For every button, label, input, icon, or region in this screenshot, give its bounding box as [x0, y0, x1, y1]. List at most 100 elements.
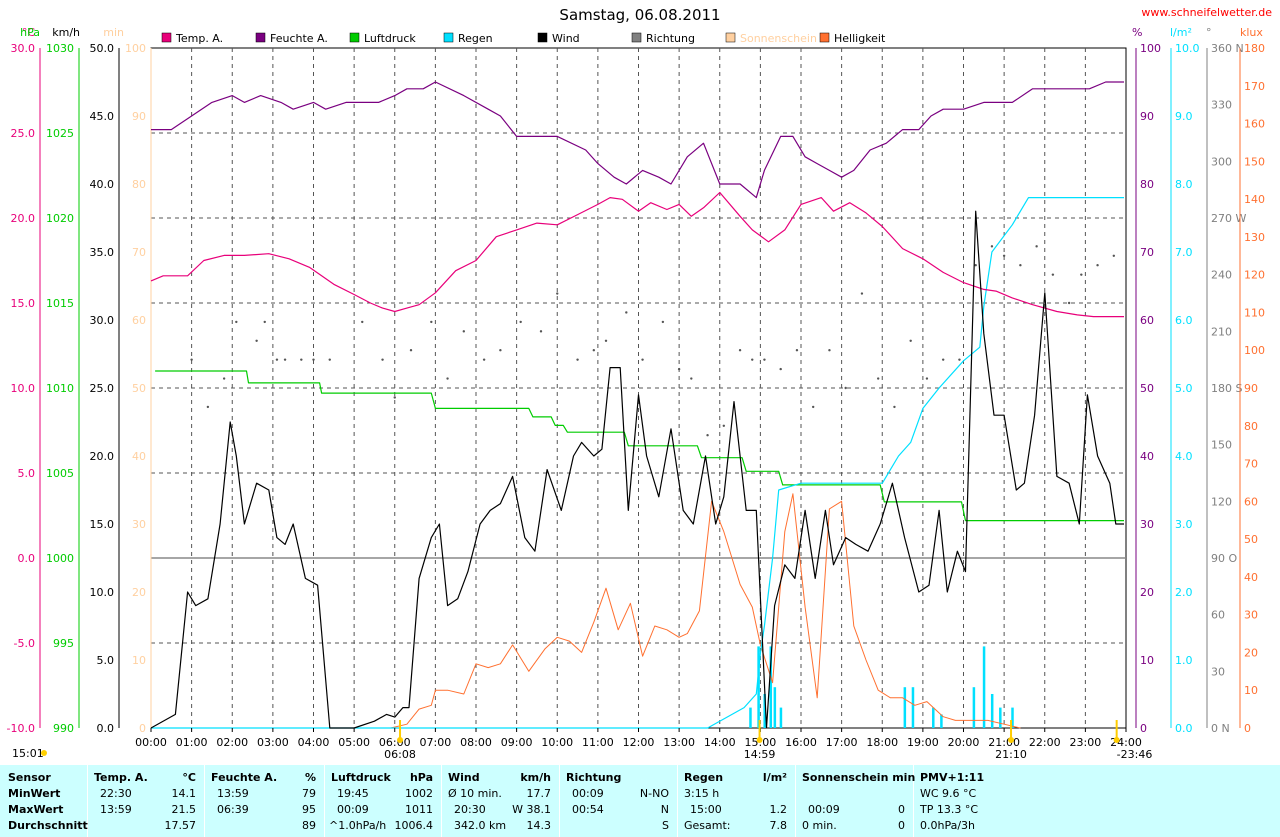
- direction-point: [1080, 273, 1083, 276]
- stats-sunshine-max-value: 0: [898, 803, 905, 816]
- wind-tick-label: 15.0: [90, 518, 115, 531]
- pressure-tick-label: 1030: [46, 42, 74, 55]
- temp-tick-label: -5.0: [14, 637, 35, 650]
- sunshine-tick-label: 80: [132, 178, 146, 191]
- temp-tick-label: 20.0: [11, 212, 36, 225]
- direction-tick-label: 330: [1211, 99, 1232, 112]
- legend-swatch: [161, 32, 172, 43]
- x-tick-label: 13:00: [663, 736, 695, 749]
- brightness-tick-label: 110: [1244, 306, 1265, 319]
- brightness-tick-label: 70: [1244, 458, 1258, 471]
- legend-swatch: [349, 32, 360, 43]
- rain-bar: [911, 687, 915, 728]
- stats-temp-max-time: 13:59: [100, 803, 132, 816]
- stats-humidity-min-value: 79: [302, 787, 316, 800]
- marker-label: 21:10: [995, 748, 1027, 761]
- stats-temp-min-time: 22:30: [100, 787, 132, 800]
- brightness-tick-label: 30: [1244, 609, 1258, 622]
- pressure-tick-label: 1005: [46, 467, 74, 480]
- temp-series-line: [150, 191, 1124, 318]
- rain-tick-label: 2.0: [1175, 586, 1193, 599]
- direction-point: [876, 377, 880, 380]
- stats-wind-max-time: 20:30: [454, 803, 486, 816]
- wind-tick-label: 0.0: [97, 722, 115, 735]
- sunrise-icon: [397, 737, 404, 743]
- stats-humidity-max-time: 06:39: [217, 803, 249, 816]
- stats-row-label: MaxWert: [8, 803, 64, 816]
- rain-bar: [757, 646, 760, 728]
- legend-label: Helligkeit: [834, 32, 886, 45]
- rain-tick-label: 7.0: [1175, 246, 1193, 259]
- stats-pressure-min-value: 1002: [405, 787, 433, 800]
- direction-point: [779, 367, 782, 371]
- direction-point: [446, 377, 449, 380]
- stats-pmv-windchill: WC 9.6 °C: [920, 787, 977, 800]
- wind-tick-label: 45.0: [90, 110, 115, 123]
- stats-rain-unit: l/m²: [762, 771, 787, 784]
- legend-swatch: [725, 32, 736, 43]
- rain-tick-label: 10.0: [1175, 42, 1200, 55]
- rain-bar: [749, 707, 752, 728]
- x-tick-label: 09:00: [501, 736, 533, 749]
- direction-point: [1035, 245, 1038, 248]
- stats-wind-max-value: W 38.1: [512, 803, 551, 816]
- stats-sunshine-header: Sonnenschein min: [802, 771, 916, 784]
- rain-tick-label: 3.0: [1175, 518, 1193, 531]
- wind-tick-label: 30.0: [90, 314, 115, 327]
- sunshine-tick-label: 30: [132, 518, 146, 531]
- stats-humidity-max-value: 95: [302, 803, 316, 816]
- rain-bar: [779, 707, 783, 728]
- direction-tick-label: 120: [1211, 495, 1232, 508]
- direction-tick-label: 240: [1211, 269, 1232, 282]
- legend-label: Wind: [552, 32, 580, 45]
- rain-tick-label: 8.0: [1175, 178, 1193, 191]
- sunset-icon: [1008, 737, 1015, 743]
- direction-tick-label: 210: [1211, 325, 1232, 338]
- direction-point: [556, 292, 559, 295]
- direction-point: [312, 358, 315, 361]
- x-tick-label: 05:00: [338, 736, 370, 749]
- humidity-tick-label: 60: [1140, 314, 1154, 327]
- direction-point: [430, 320, 433, 324]
- direction-point: [738, 349, 742, 352]
- brightness-tick-label: 150: [1244, 155, 1265, 168]
- direction-point: [661, 320, 665, 324]
- rain-bar: [990, 694, 994, 728]
- wind-tick-label: 35.0: [90, 246, 115, 259]
- pressure-tick-label: 1010: [46, 382, 74, 395]
- x-tick-label: 01:00: [176, 736, 208, 749]
- stats-pmv-header: PMV+1:11: [920, 771, 985, 784]
- direction-tick-label: 300: [1211, 155, 1232, 168]
- sunshine-tick-label: 20: [132, 586, 146, 599]
- stats-rain-duration: 3:15 h: [684, 787, 720, 800]
- direction-point: [811, 405, 815, 409]
- pressure-axis-unit: hPa: [20, 26, 40, 39]
- stats-temp-max-value: 21.5: [171, 803, 197, 816]
- direction-axis-unit: °: [1206, 26, 1212, 39]
- direction-point: [1002, 254, 1006, 257]
- sunshine-tick-label: 0: [139, 722, 146, 735]
- humidity-tick-label: 100: [1140, 42, 1161, 55]
- brightness-series-line: [390, 493, 1021, 729]
- wind-tick-label: 20.0: [90, 450, 115, 463]
- direction-point: [795, 349, 799, 352]
- x-tick-label: 17:00: [826, 736, 858, 749]
- humidity-tick-label: 10: [1140, 654, 1154, 667]
- temp-tick-label: 15.0: [11, 297, 36, 310]
- direction-point: [1019, 264, 1022, 267]
- humidity-series-line: [151, 81, 1124, 199]
- stats-direction-header: Richtung: [566, 771, 622, 784]
- legend-swatch: [255, 32, 266, 43]
- sunshine-tick-label: 50: [132, 382, 146, 395]
- rain-bar: [982, 646, 986, 728]
- x-tick-label: 03:00: [257, 736, 289, 749]
- stats-rain: Regen l/m² 3:15 h 15:00 1.2 Gesamt: 7.8: [678, 765, 796, 837]
- stats-temp-avg-value: 17.57: [164, 819, 197, 832]
- brightness-tick-label: 50: [1244, 533, 1258, 546]
- stats-wind-avg-value: 14.3: [526, 819, 552, 832]
- humidity-tick-label: 80: [1140, 178, 1154, 191]
- rain-tick-label: 4.0: [1175, 450, 1193, 463]
- stats-wind-distance: 342.0 km: [454, 819, 507, 832]
- direction-point: [393, 396, 396, 399]
- sunshine-tick-label: 60: [132, 314, 146, 327]
